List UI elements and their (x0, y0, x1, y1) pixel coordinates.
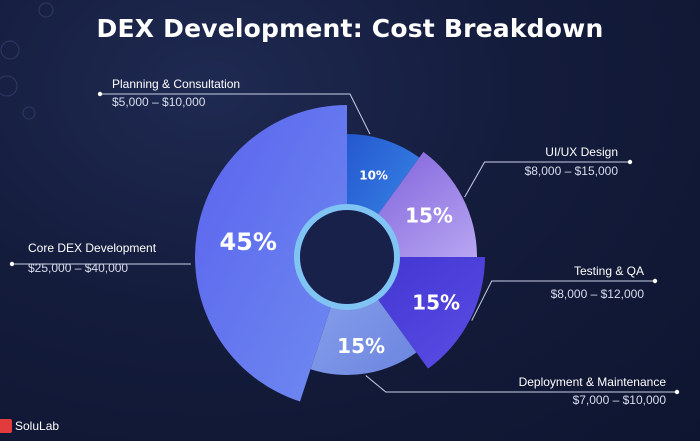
callout-name: Core DEX Development (28, 241, 157, 255)
leader-dot (674, 389, 680, 395)
slice-percent-label: 15% (405, 203, 453, 227)
percent-labels: 10% 15% 15% 15% 45% (219, 169, 460, 359)
leader-lines (9, 91, 680, 395)
slice-percent-label: 15% (337, 334, 385, 358)
leader-dot (627, 159, 633, 165)
leader-line (471, 280, 655, 321)
pie-slice (310, 257, 417, 375)
leader-dot (97, 91, 103, 97)
brand-logo: SoluLab (0, 417, 59, 435)
leader-dot (652, 278, 658, 284)
callout-name: Testing & QA (574, 264, 644, 278)
brand-name: SoluLab (15, 419, 60, 433)
callout-range: $7,000 – $10,000 (573, 393, 667, 407)
solulab-logo-icon (0, 419, 12, 433)
slice-percent-label: 15% (412, 291, 460, 315)
callout-range: $5,000 – $10,000 (112, 95, 206, 109)
callout-range: $8,000 – $15,000 (525, 164, 619, 178)
leader-line (365, 375, 677, 393)
leader-line (464, 161, 630, 198)
leader-line (100, 93, 371, 135)
slice-percent-label: 10% (359, 169, 388, 183)
coin-decoration-icon (0, 2, 54, 120)
callout-labels: Planning & Consultation $5,000 – $10,000 U… (28, 77, 666, 407)
callout-name: UI/UX Design (545, 145, 618, 159)
leader-dot (9, 261, 15, 267)
chart-title: DEX Development: Cost Breakdown (96, 14, 604, 43)
donut-hole (300, 210, 394, 304)
callout-name: Planning & Consultation (112, 77, 240, 91)
callout-range: $25,000 – $40,000 (28, 261, 128, 275)
slice-percent-label: 45% (219, 228, 276, 256)
callout-range: $8,000 – $12,000 (551, 287, 645, 301)
callout-name: Deployment & Maintenance (519, 375, 667, 389)
donut-ring (294, 204, 400, 310)
pie-slice (195, 105, 347, 402)
